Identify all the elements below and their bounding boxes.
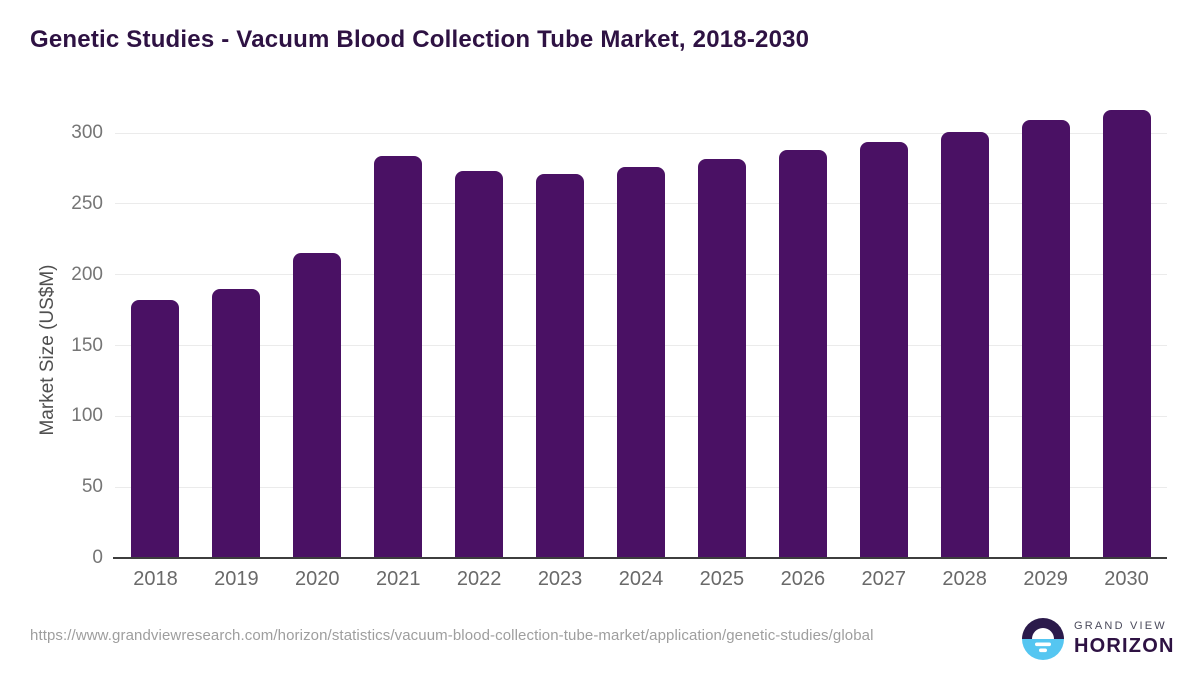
bar-2024[interactable] — [616, 167, 665, 558]
bar-2026[interactable] — [778, 150, 827, 558]
x-axis-line — [113, 557, 1167, 559]
horizon-logo-icon — [1022, 618, 1064, 660]
bar-2025[interactable] — [697, 158, 746, 558]
bar-column-2028 — [924, 131, 1005, 558]
logo-text: GRAND VIEW HORIZON — [1074, 620, 1175, 658]
x-tick-label-2028: 2028 — [942, 568, 987, 590]
x-tick-label-2027: 2027 — [861, 568, 907, 590]
x-tick-label-2019: 2019 — [214, 568, 259, 590]
y-axis-ticks: 0 50 100 150 200 250 300 — [0, 122, 103, 568]
x-tick-label-2030: 2030 — [1104, 568, 1149, 590]
source-url: https://www.grandviewresearch.com/horizo… — [30, 627, 874, 644]
logo-text-horizon: HORIZON — [1074, 635, 1175, 657]
x-tick-label-2026: 2026 — [780, 568, 826, 590]
bar-2019[interactable] — [212, 288, 261, 558]
x-tick-label-2020: 2020 — [295, 568, 340, 590]
bar-2028[interactable] — [940, 131, 989, 558]
x-tick-label-2024: 2024 — [618, 568, 664, 590]
gridline-300 — [115, 132, 1167, 134]
x-tick-label-2018: 2018 — [133, 568, 178, 590]
x-tick-label-2021: 2021 — [375, 568, 421, 590]
grand-view-horizon-logo: GRAND VIEW HORIZON — [1022, 618, 1175, 660]
y-tick-label-250: 250 — [71, 192, 103, 214]
bar-column-2025 — [681, 133, 762, 558]
chart-title: Genetic Studies - Vacuum Blood Collectio… — [30, 26, 810, 53]
bar-column-2026 — [762, 133, 843, 558]
plot-area — [113, 110, 1167, 559]
bar-column-2019 — [196, 133, 277, 558]
x-tick-label-2029: 2029 — [1023, 568, 1068, 590]
x-tick-label-2025: 2025 — [699, 568, 745, 590]
bar-column-2020 — [277, 133, 358, 558]
logo-text-grand-view: GRAND VIEW — [1074, 620, 1167, 632]
bar-2020[interactable] — [293, 253, 342, 558]
bar-2023[interactable] — [536, 174, 585, 558]
bar-2018[interactable] — [131, 300, 180, 558]
bar-column-2024 — [601, 133, 682, 558]
bar-2027[interactable] — [859, 141, 908, 558]
bar-column-2022 — [439, 133, 520, 558]
y-tick-label-0: 0 — [92, 547, 103, 568]
bar-column-2027 — [843, 133, 924, 558]
y-tick-label-150: 150 — [71, 334, 103, 356]
bar-2029[interactable] — [1021, 120, 1070, 558]
bar-column-2018 — [115, 133, 196, 558]
bar-column-2021 — [358, 133, 439, 558]
bar-series — [115, 110, 1167, 558]
x-tick-label-2022: 2022 — [456, 568, 502, 590]
bar-2030[interactable] — [1102, 110, 1151, 558]
y-tick-label-200: 200 — [71, 263, 103, 285]
bar-2021[interactable] — [374, 155, 423, 558]
y-tick-label-300: 300 — [71, 122, 103, 143]
bar-column-2030 — [1086, 110, 1167, 558]
y-tick-label-100: 100 — [71, 405, 103, 427]
x-axis-labels: 2018 2019 2020 2021 2022 2023 2024 2025 2026 2027… — [115, 568, 1167, 591]
bar-2022[interactable] — [455, 171, 504, 558]
x-tick-label-2023: 2023 — [537, 568, 583, 590]
y-tick-label-50: 50 — [81, 476, 103, 498]
bar-column-2029 — [1005, 120, 1086, 558]
bar-column-2023 — [520, 133, 601, 558]
